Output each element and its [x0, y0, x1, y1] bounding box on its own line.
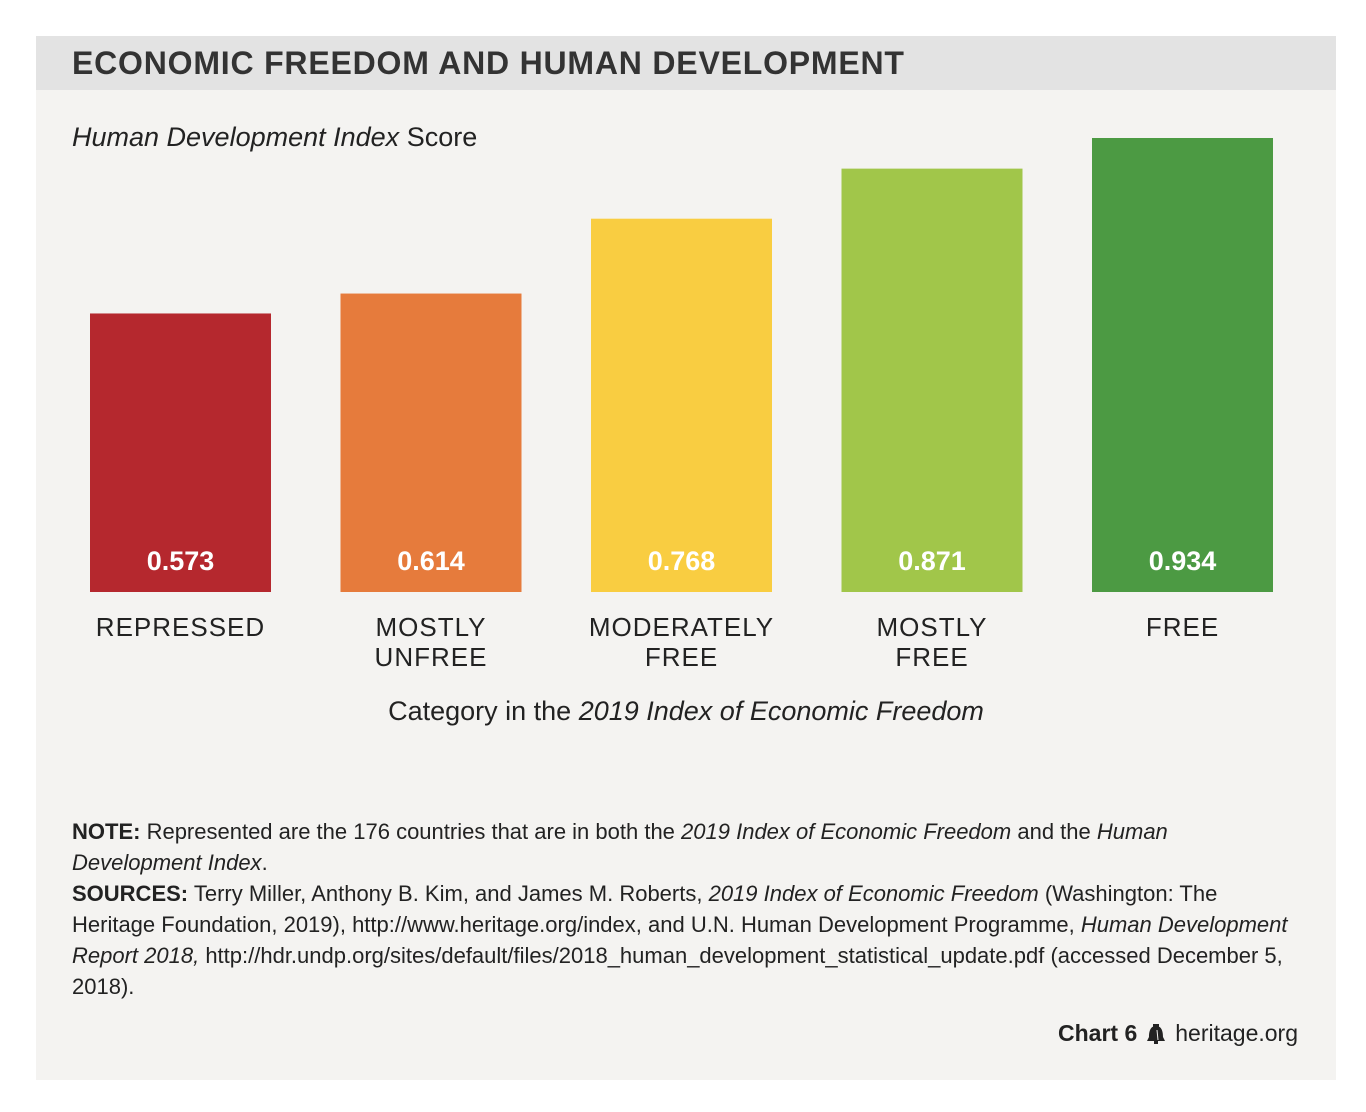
sources-paragraph: SOURCES: Terry Miller, Anthony B. Kim, a… — [72, 878, 1302, 1002]
sources-italic: 2019 Index of Economic Freedom — [708, 881, 1039, 906]
bar — [591, 218, 772, 592]
x-axis-title-italic: 2019 Index of Economic Freedom — [578, 696, 984, 726]
bar — [90, 313, 271, 592]
category-tick-label: FREE — [645, 642, 718, 672]
sources-italic: Human Development Report 2018, — [72, 912, 1288, 968]
y-axis-title: Human Development Index Score — [72, 122, 477, 153]
bar-chart: 0.573REPRESSED0.614MOSTLYUNFREE0.768MODE… — [90, 138, 1273, 672]
note-text: Represented are the 176 countries that a… — [140, 819, 682, 844]
header-bar: ECONOMIC FREEDOM AND HUMAN DEVELOPMENT — [36, 36, 1336, 90]
chart-panel: ECONOMIC FREEDOM AND HUMAN DEVELOPMENT H… — [36, 36, 1336, 1080]
note-paragraph: NOTE: Represented are the 176 countries … — [72, 816, 1302, 878]
y-axis-title-italic: Human Development Index — [72, 122, 400, 152]
footer: Chart 6 heritage.org — [1058, 1020, 1298, 1047]
liberty-bell-icon — [1147, 1023, 1166, 1044]
chart-number: Chart 6 — [1058, 1020, 1138, 1046]
category-tick-label: MOSTLY — [877, 612, 988, 642]
bar-value-label: 0.614 — [397, 546, 465, 576]
sources-text: Terry Miller, Anthony B. Kim, and James … — [188, 881, 709, 906]
bar-value-label: 0.573 — [147, 546, 215, 576]
x-axis-title: Category in the 2019 Index of Economic F… — [36, 696, 1336, 727]
bar-value-label: 0.871 — [898, 546, 966, 576]
chart-title: ECONOMIC FREEDOM AND HUMAN DEVELOPMENT — [72, 45, 905, 81]
category-tick-label: FREE — [1146, 612, 1219, 642]
note-label: NOTE: — [72, 819, 141, 844]
category-tick-label: UNFREE — [375, 642, 488, 672]
sources-label: SOURCES: — [72, 881, 189, 906]
bar-value-label: 0.934 — [1149, 546, 1217, 576]
bar-value-label: 0.768 — [648, 546, 716, 576]
note-italic: 2019 Index of Economic Freedom — [681, 819, 1012, 844]
category-tick-label: MOSTLY — [376, 612, 487, 642]
note-text: . — [261, 850, 268, 875]
y-axis-title-rest: Score — [399, 122, 478, 152]
x-axis-title-prefix: Category in the — [388, 696, 579, 726]
category-tick-label: FREE — [895, 642, 968, 672]
note-text: and the — [1011, 819, 1097, 844]
bar — [1092, 138, 1273, 592]
bar — [340, 293, 522, 592]
site-link[interactable]: heritage.org — [1175, 1020, 1298, 1046]
category-tick-label: MODERATELY — [589, 612, 774, 642]
sources-text: http://hdr.undp.org/sites/default/files/… — [72, 943, 1283, 999]
sources-text: (Washington: The Heritage Foundation, 20… — [72, 881, 1218, 937]
note-italic: Human Development Index — [72, 819, 1168, 875]
bar — [841, 168, 1023, 593]
category-tick-label: REPRESSED — [96, 612, 265, 642]
notes-block: NOTE: Represented are the 176 countries … — [72, 816, 1302, 1002]
